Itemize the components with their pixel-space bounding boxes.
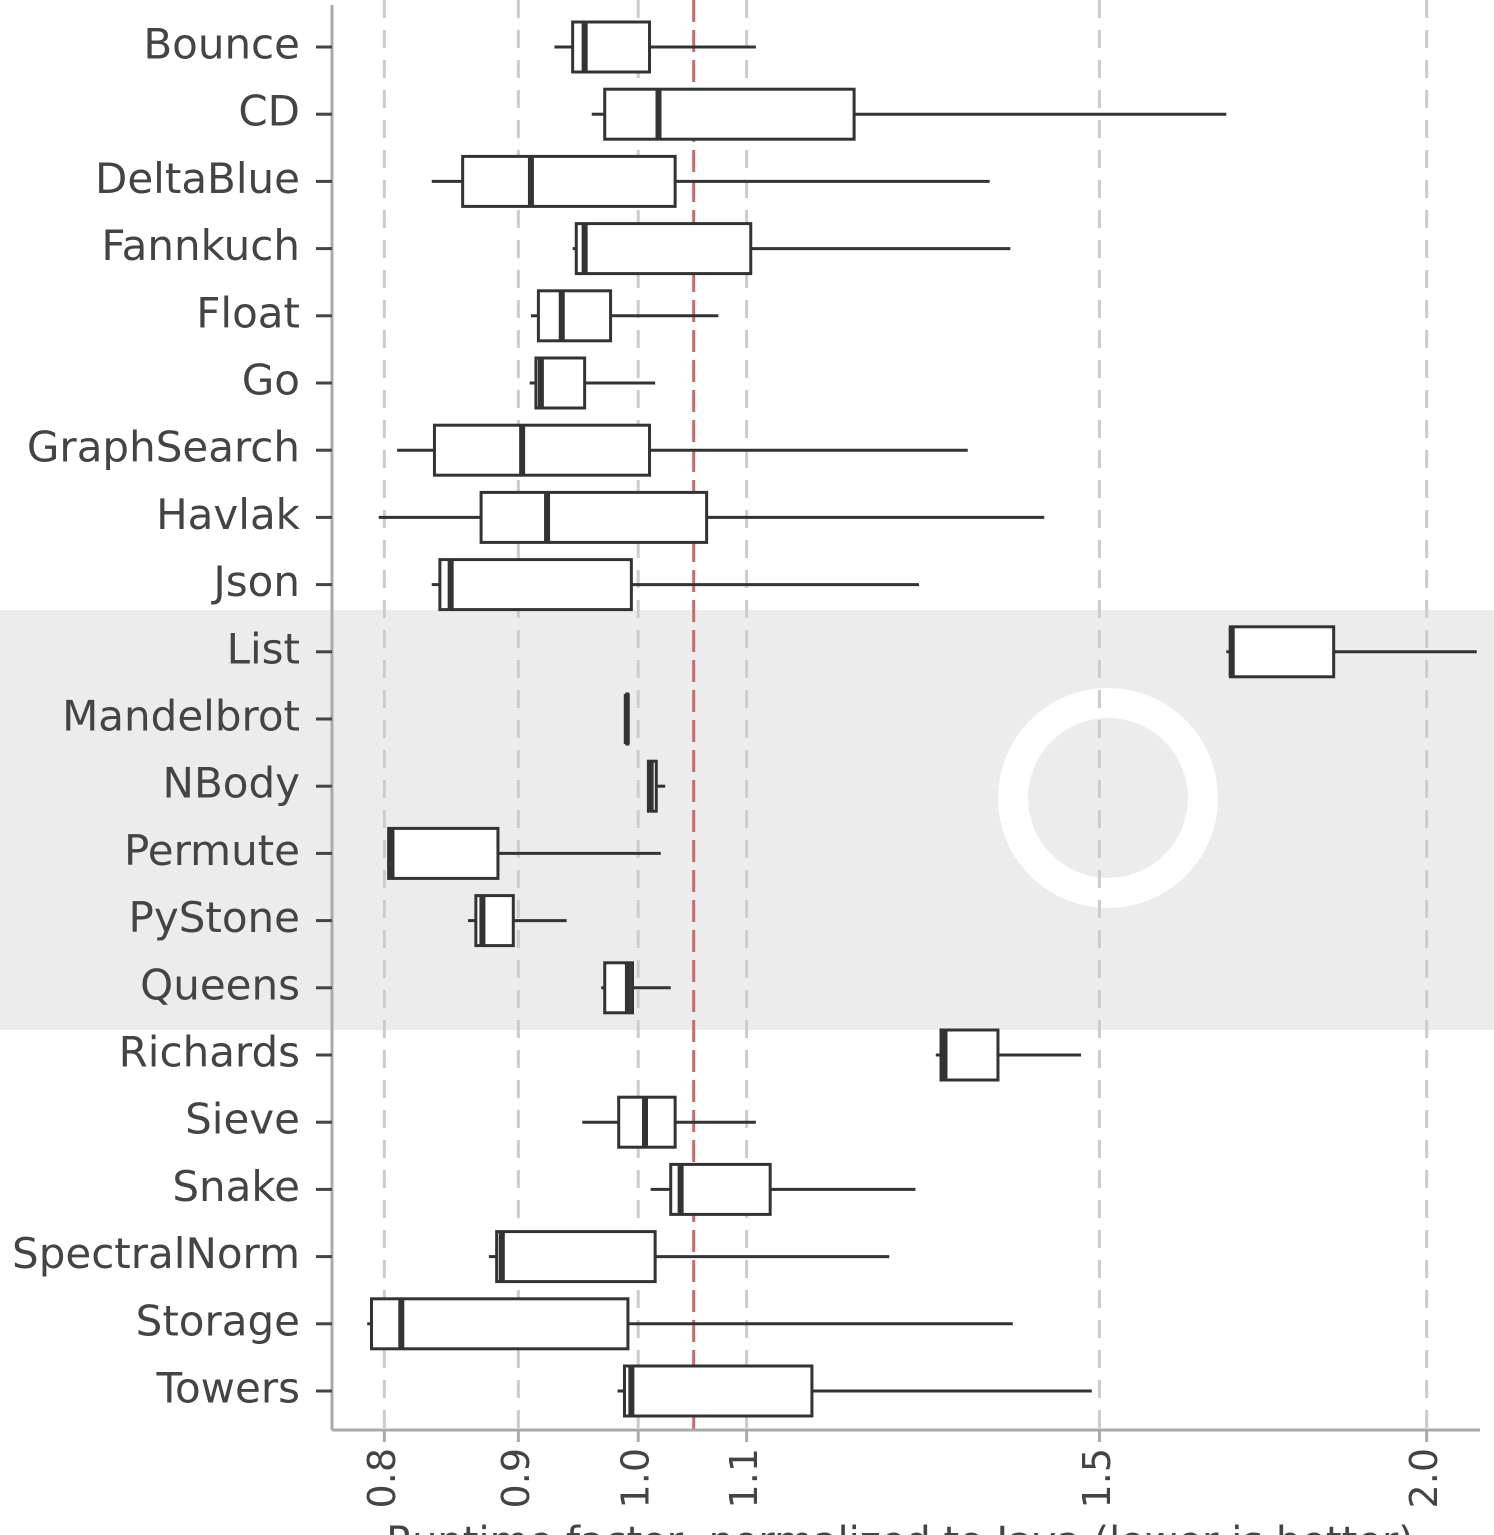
y-tick-label: SpectralNorm xyxy=(12,1229,300,1278)
y-tick-label: Towers xyxy=(155,1364,300,1413)
y-tick-label: Mandelbrot xyxy=(62,692,300,741)
y-tick-label: Queens xyxy=(140,960,300,1009)
chart: Runtime factor, normalized to Java (lowe… xyxy=(0,0,1494,1535)
box xyxy=(624,1366,811,1416)
y-tick-label: List xyxy=(227,624,300,673)
box xyxy=(463,156,675,206)
y-tick-label: Float xyxy=(196,288,300,337)
y-tick-label: Bounce xyxy=(143,20,300,69)
box xyxy=(434,425,649,475)
x-tick-label: 1.5 xyxy=(1075,1448,1119,1508)
box xyxy=(481,492,707,542)
y-tick-label: GraphSearch xyxy=(27,423,300,472)
x-tick-label: 1.1 xyxy=(722,1448,766,1508)
x-axis-title: Runtime factor, normalized to Java (lowe… xyxy=(386,1519,1414,1535)
x-tick-label: 0.8 xyxy=(360,1448,404,1508)
y-tick-label: Permute xyxy=(124,826,300,875)
box xyxy=(671,1164,770,1214)
x-tick-label: 2.0 xyxy=(1402,1448,1446,1508)
y-tick-label: PyStone xyxy=(129,893,300,942)
y-tick-label: Go xyxy=(242,356,300,405)
box xyxy=(440,560,631,610)
y-tick-label: Json xyxy=(210,557,300,606)
y-tick-label: Havlak xyxy=(156,490,301,539)
y-tick-label: CD xyxy=(238,87,300,136)
y-tick-label: DeltaBlue xyxy=(95,154,300,203)
box xyxy=(538,291,610,341)
box xyxy=(576,224,750,274)
box xyxy=(1230,627,1333,677)
box xyxy=(605,89,854,139)
y-tick-label: Snake xyxy=(172,1162,300,1211)
box xyxy=(941,1030,998,1080)
y-tick-label: Sieve xyxy=(185,1095,300,1144)
box xyxy=(497,1232,655,1282)
y-tick-label: Fannkuch xyxy=(101,221,300,270)
y-tick-label: Storage xyxy=(136,1296,300,1345)
y-tick-label: NBody xyxy=(163,759,300,808)
x-tick-label: 0.9 xyxy=(494,1448,538,1508)
box xyxy=(389,828,498,878)
y-tick-label: Richards xyxy=(119,1028,300,1077)
x-tick-label: 1.0 xyxy=(614,1448,658,1508)
box xyxy=(372,1299,628,1349)
